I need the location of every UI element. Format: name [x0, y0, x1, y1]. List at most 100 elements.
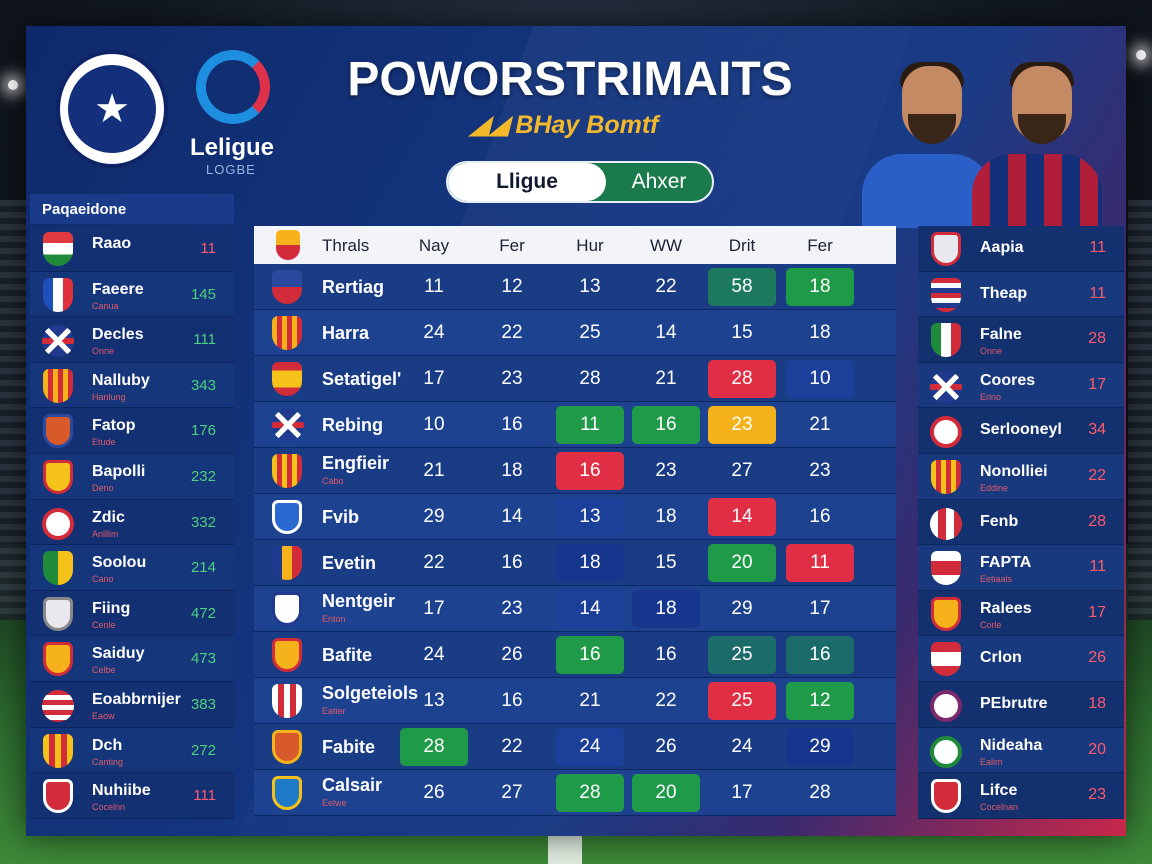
- stat-cell: 23: [809, 460, 831, 481]
- team-row[interactable]: Nuhiibe Cocelnn 111: [30, 773, 234, 819]
- table-row[interactable]: Harra 24 22 25 14 15 18: [254, 310, 896, 356]
- team-badge-icon: [272, 454, 302, 488]
- league-toggle[interactable]: Lligue Ahxer: [446, 161, 714, 203]
- table-row[interactable]: Fabite 28 22 24 26 24 29: [254, 724, 896, 770]
- league-name: Leligue: [190, 134, 275, 161]
- team-badge-icon: [930, 416, 962, 449]
- players-photo: [846, 44, 1126, 228]
- team-badge-icon: [43, 779, 73, 814]
- stat-cell: 24: [731, 736, 753, 757]
- team-badge-icon: [43, 733, 73, 768]
- team-row[interactable]: PEbrutre 18: [918, 681, 1124, 728]
- team-row[interactable]: Coores Erino 17: [918, 362, 1124, 409]
- column-header[interactable]: Nay: [418, 236, 450, 255]
- column-header[interactable]: WW: [649, 236, 683, 255]
- team-subtitle: Onne: [980, 346, 1003, 357]
- team-row[interactable]: Raao 11: [30, 226, 234, 272]
- stat-cell: 14: [556, 590, 624, 628]
- stat-cell: 11: [556, 406, 624, 444]
- league-logo: Leligue LOGBE: [190, 50, 274, 180]
- team-row[interactable]: Nonolliei Eddine 22: [918, 453, 1124, 500]
- column-header[interactable]: Fer: [499, 236, 525, 255]
- column-header[interactable]: Drit: [728, 236, 756, 255]
- table-row[interactable]: Nentgeir Enton 17 23 14 18 29 17: [254, 586, 896, 632]
- team-row[interactable]: Falne Onne 28: [918, 317, 1124, 363]
- stat-cell: 15: [731, 322, 753, 343]
- stat-cell: 25: [708, 636, 776, 674]
- team-name: Fenb: [980, 512, 1019, 530]
- team-row[interactable]: Dch Canting 272: [30, 727, 234, 774]
- toggle-option-active[interactable]: Lligue: [448, 163, 606, 201]
- column-header[interactable]: Fer: [807, 236, 833, 255]
- stat-cell: 25: [708, 682, 776, 720]
- team-row[interactable]: Nalluby Hanlung 343: [30, 362, 234, 409]
- table-row[interactable]: Evetin 22 16 18 15 20 11: [254, 540, 896, 586]
- team-row[interactable]: Eoabbrnijer Eaow 383: [30, 681, 234, 728]
- column-header[interactable]: Thrals: [322, 236, 370, 255]
- toggle-option-inactive[interactable]: Ahxer: [631, 170, 687, 193]
- team-points: 472: [190, 604, 216, 622]
- team-points: 17: [1088, 375, 1106, 393]
- stat-cell: 10: [423, 414, 445, 435]
- stat-cell: 16: [501, 690, 523, 711]
- team-row[interactable]: Soolou Cano 214: [30, 545, 234, 591]
- team-row[interactable]: Lifce Cocelnan 23: [918, 773, 1124, 819]
- table-row[interactable]: Bafite 24 26 16 16 25 16: [254, 632, 896, 678]
- stat-cell: 17: [423, 598, 445, 619]
- team-badge-icon: [931, 551, 961, 586]
- stat-cell: 17: [731, 782, 753, 803]
- team-row[interactable]: Serlooneyl 34: [918, 408, 1124, 454]
- team-subtitle: Eaow: [92, 710, 115, 721]
- table-row[interactable]: Solgeteiols Eatier 13 16 21 22 25 12: [254, 678, 896, 724]
- team-row[interactable]: Bapolli Deno 232: [30, 453, 234, 500]
- team-badge-icon: [931, 779, 961, 814]
- stadium-stand-left: [0, 200, 30, 620]
- double-slash-icon: ◢◢: [470, 111, 516, 139]
- stat-cell: 14: [655, 322, 677, 343]
- team-row[interactable]: Fiing Cenle 472: [30, 590, 234, 637]
- team-badge-icon: [931, 459, 961, 494]
- team-row[interactable]: FAPTA Eetiaals 11: [918, 545, 1124, 591]
- stat-cell: 16: [655, 644, 677, 665]
- table-row[interactable]: Rertiag 11 12 13 22 58 18: [254, 264, 896, 310]
- team-points: 272: [190, 741, 216, 759]
- stat-cell: 28: [556, 774, 624, 812]
- team-points: 11: [1089, 284, 1106, 302]
- table-row[interactable]: Calsair Eelwe 26 27 28 20 17 28: [254, 770, 896, 816]
- team-subtitle: Celbe: [92, 665, 116, 676]
- club-crest-icon: ★: [56, 50, 168, 168]
- team-row[interactable]: Aapia 11: [918, 226, 1124, 272]
- stat-cell: 27: [501, 782, 523, 803]
- team-row[interactable]: Theap 11: [918, 271, 1124, 318]
- team-row[interactable]: Ralees Corle 17: [918, 590, 1124, 637]
- team-points: 383: [190, 695, 216, 713]
- table-row[interactable]: Engfieir Cabo 21 18 16 23 27 23: [254, 448, 896, 494]
- team-row[interactable]: Decles Onne 111: [30, 317, 234, 363]
- team-badge-icon: [272, 270, 302, 304]
- team-points: 34: [1088, 421, 1106, 439]
- team-badge-icon: [272, 362, 302, 396]
- team-row[interactable]: Fatop Etude 176: [30, 408, 234, 454]
- team-row[interactable]: Faeere Canua 145: [30, 271, 234, 318]
- team-row[interactable]: Nideaha Ealim 20: [918, 727, 1124, 774]
- stat-cell: 27: [731, 460, 753, 481]
- stat-cell: 26: [423, 782, 445, 803]
- column-header[interactable]: Hur: [576, 236, 604, 255]
- stat-cell: 23: [708, 406, 776, 444]
- team-row[interactable]: Zdic Anlllim 332: [30, 499, 234, 546]
- team-badge-icon: [43, 596, 73, 631]
- team-subtitle: Hanlung: [92, 391, 126, 402]
- table-row[interactable]: Rebing 10 16 11 16 23 21: [254, 402, 896, 448]
- team-name: Nalluby: [92, 371, 150, 389]
- player-figure: [856, 44, 996, 228]
- team-name: Solgeteiols: [322, 683, 419, 703]
- stat-cell: 26: [501, 644, 523, 665]
- stat-cell: 16: [501, 414, 523, 435]
- team-row[interactable]: Crlon 26: [918, 636, 1124, 682]
- table-row[interactable]: Setatigel' 17 23 28 21 28 10: [254, 356, 896, 402]
- stat-cell: 12: [786, 682, 854, 720]
- team-row[interactable]: Fenb 28: [918, 499, 1124, 546]
- team-badge-icon: [931, 277, 961, 312]
- table-row[interactable]: Fvib 29 14 13 18 14 16: [254, 494, 896, 540]
- team-row[interactable]: Saiduy Celbe 473: [30, 636, 234, 682]
